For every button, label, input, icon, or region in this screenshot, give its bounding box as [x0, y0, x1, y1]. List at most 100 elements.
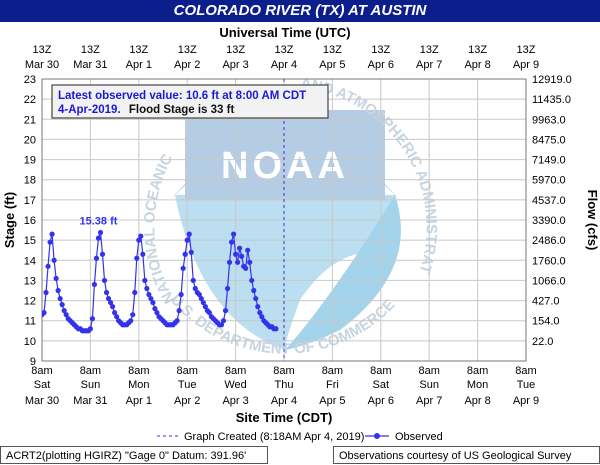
datum-footer: ACRT2(plotting HGIRZ) "Gage 0" Datum: 39… [0, 446, 268, 464]
flow-tick-label: 8475.0 [532, 134, 566, 146]
data-point [239, 253, 245, 259]
flow-tick-label: 12919.0 [532, 74, 572, 86]
utc-tick-date: Apr 4 [271, 59, 297, 71]
data-point [150, 299, 156, 306]
y-tick-label: 22 [24, 94, 36, 106]
y-tick-label: 13 [24, 275, 36, 287]
data-point [138, 233, 144, 239]
flow-tick-label: 2486.0 [532, 235, 566, 247]
flow-tick-label: 22.0 [532, 336, 553, 348]
data-point [61, 308, 67, 314]
flow-tick-label: 427.0 [532, 296, 560, 308]
utc-tick-time: 13Z [81, 44, 100, 56]
x-tick-day: Mon [128, 379, 149, 391]
data-point [146, 291, 152, 298]
flow-tick-label: 1066.0 [532, 275, 566, 287]
utc-tick-date: Apr 6 [368, 59, 394, 71]
utc-tick-date: Apr 3 [222, 59, 248, 71]
x-tick-date: Apr 1 [126, 395, 152, 407]
utc-tick-time: 13Z [517, 44, 536, 56]
data-point [233, 251, 239, 257]
y-tick-label: 16 [24, 215, 36, 227]
peak-annotation: 15.38 ft [80, 215, 118, 227]
latest-value-line1: Latest observed value: 10.6 ft at 8:00 A… [58, 90, 306, 102]
flow-tick-label: 9963.0 [532, 114, 566, 126]
data-point [87, 326, 93, 332]
data-point [112, 310, 118, 316]
data-point [42, 310, 47, 316]
site-time-axis: 8am Sat Mar 30 8am Sun Mar 31 8am Mon Apr 1 8am Tu… [25, 365, 539, 407]
data-point [93, 255, 100, 261]
data-point [142, 277, 148, 284]
observed-series [42, 229, 279, 334]
data-point [224, 285, 231, 292]
data-point [144, 285, 150, 292]
noaa-logo-text: NOAA [221, 145, 349, 187]
data-point [174, 318, 180, 324]
x-tick-day: Mon [467, 379, 488, 391]
x-tick-day: Sun [419, 379, 439, 391]
data-point [130, 312, 136, 318]
data-point [105, 295, 112, 302]
utc-axis: 13Z Mar 30 13Z Mar 31 13Z Apr 1 13Z Apr 2 13Z Apr… [25, 44, 539, 71]
utc-tick-time: 13Z [323, 44, 342, 56]
x-tick-date: Apr 3 [222, 395, 248, 407]
data-point [57, 295, 63, 302]
utc-tick-time: 13Z [178, 44, 197, 56]
stage-axis: 9 10 11 12 13 14 15 16 17 18 19 20 21 22 23 [24, 74, 36, 368]
utc-tick-time: 13Z [275, 44, 294, 56]
data-point [243, 265, 249, 271]
utc-tick-date: Apr 8 [464, 59, 490, 71]
data-point [53, 275, 59, 282]
y-axis-title: Stage (ft) [2, 192, 17, 248]
flow-tick-label: 5970.0 [532, 175, 566, 187]
data-point [202, 304, 208, 310]
x-tick-time: 8am [80, 365, 101, 377]
legend-observed-label: Observed [395, 431, 443, 443]
data-point [206, 310, 212, 316]
data-point [188, 249, 194, 255]
latest-value-box: Latest observed value: 10.6 ft at 8:00 A… [51, 84, 329, 119]
data-point [55, 287, 61, 294]
x-tick-date: Mar 31 [73, 395, 107, 407]
data-point [182, 251, 188, 257]
data-point [152, 306, 158, 312]
data-point [140, 251, 146, 257]
data-point [245, 247, 251, 253]
data-point [180, 265, 186, 271]
data-point [51, 257, 57, 263]
data-point [154, 310, 160, 316]
data-point [136, 237, 142, 243]
utc-tick-date: Apr 1 [126, 59, 152, 71]
x-tick-time: 8am [225, 365, 246, 377]
data-point [255, 304, 261, 310]
data-point [200, 299, 206, 306]
utc-tick-date: Apr 7 [416, 59, 442, 71]
x-tick-date: Apr 9 [513, 395, 539, 407]
x-tick-day: Sat [34, 379, 51, 391]
y-tick-label: 17 [24, 195, 36, 207]
y-tick-label: 11 [25, 316, 36, 328]
data-point [59, 302, 65, 308]
data-point [237, 245, 243, 251]
utc-tick-time: 13Z [129, 44, 148, 56]
data-point [114, 314, 120, 320]
x-tick-time: 8am [322, 365, 343, 377]
flow-tick-label: 7149.0 [532, 155, 566, 167]
x-tick-day: Tue [178, 379, 197, 391]
flow-tick-label: 11435.0 [532, 94, 571, 106]
data-point [103, 289, 110, 296]
x-tick-date: Apr 7 [416, 395, 442, 407]
data-point [249, 277, 255, 284]
flow-tick-label: 4537.0 [532, 195, 566, 207]
observations-credit: Observations courtesy of US Geological S… [333, 446, 600, 464]
y-tick-label: 21 [24, 114, 36, 126]
annotations: 15.38 ft [80, 215, 118, 227]
x-tick-date: Apr 2 [174, 395, 200, 407]
data-point [89, 316, 96, 322]
flood-stage-text: Flood Stage is 33 ft [129, 104, 235, 116]
data-point [259, 314, 265, 320]
data-point [99, 251, 106, 257]
y-tick-label: 20 [24, 134, 36, 146]
x-tick-day: Wed [224, 379, 246, 391]
